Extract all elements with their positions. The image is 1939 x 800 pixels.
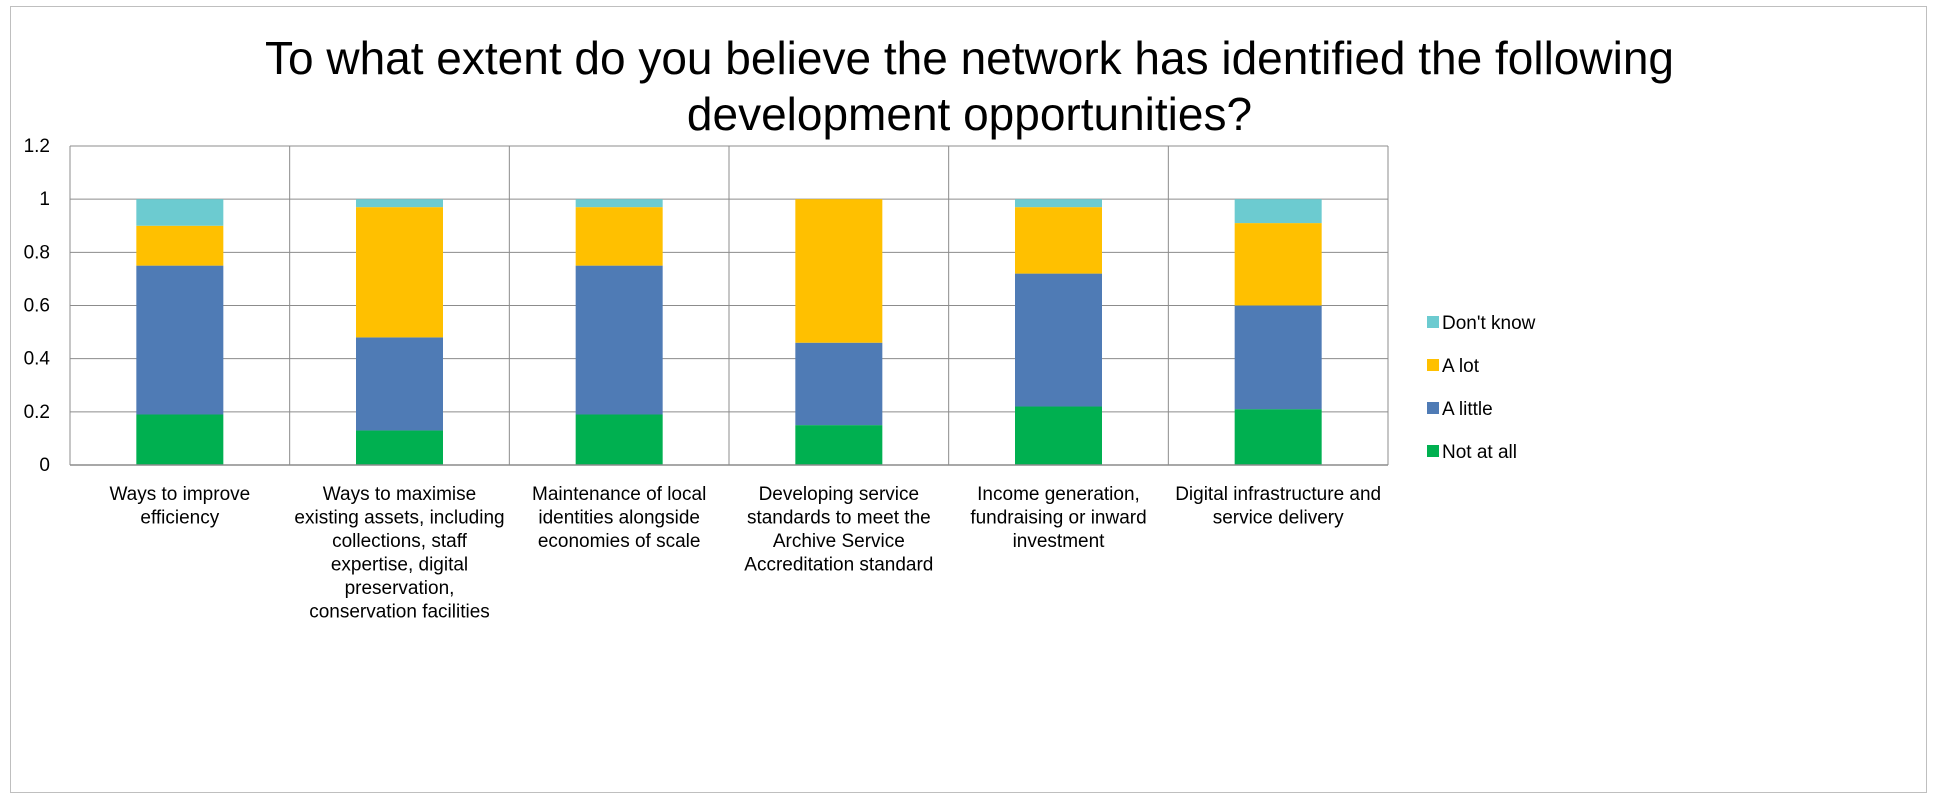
x-category-label: Developing service (759, 484, 920, 505)
x-category-label: fundraising or inward (970, 508, 1146, 529)
x-category-label: conservation facilities (309, 602, 490, 623)
y-tick-label: 1 (39, 189, 50, 210)
x-category-label: Archive Service (773, 531, 905, 552)
x-category-label: standards to meet the (747, 508, 931, 529)
x-category-label: economies of scale (538, 531, 701, 552)
legend-swatch (1427, 445, 1439, 457)
x-category-label: identities alongside (538, 508, 700, 529)
x-category-label: Ways to improve (109, 484, 250, 505)
bar-segment-a-little (356, 337, 443, 431)
chart-frame (10, 6, 1927, 793)
x-category-label: preservation, (345, 578, 455, 599)
bar-segment-don-t-know (1015, 199, 1102, 208)
bar-segment-not-at-all (356, 430, 443, 465)
legend-label: A little (1442, 399, 1493, 420)
legend-label: A lot (1442, 356, 1480, 377)
y-tick-label: 1.2 (24, 136, 50, 157)
legend-swatch (1427, 316, 1439, 328)
legend-label: Don't know (1442, 313, 1536, 334)
bar-segment-don-t-know (356, 199, 443, 208)
x-category-label: collections, staff (332, 531, 468, 552)
bar-segment-a-lot (1015, 207, 1102, 274)
bar-segment-not-at-all (136, 414, 224, 465)
x-category-label: Accreditation standard (744, 555, 933, 576)
legend-swatch (1427, 402, 1439, 414)
bar-segment-a-little (1015, 273, 1102, 407)
bar-segment-don-t-know (136, 199, 224, 226)
bar-segment-a-lot (795, 199, 883, 343)
y-tick-label: 0 (39, 455, 50, 476)
legend-label: Not at all (1442, 442, 1517, 463)
bar-segment-a-lot (136, 225, 224, 266)
bar-segment-not-at-all (1234, 409, 1322, 465)
x-category-label: expertise, digital (331, 555, 468, 576)
x-category-label: Ways to maximise (323, 484, 476, 505)
bar-segment-not-at-all (575, 414, 663, 465)
bar-segment-a-little (1234, 305, 1322, 410)
chart-title: To what extent do you believe the networ… (265, 32, 1674, 140)
bar-segment-not-at-all (795, 425, 883, 465)
y-tick-label: 0.4 (24, 349, 51, 370)
legend-swatch (1427, 359, 1439, 371)
bar-segment-a-lot (1234, 223, 1322, 306)
x-category-label: investment (1013, 531, 1106, 552)
bar-segment-a-little (575, 265, 663, 415)
y-tick-label: 0.6 (24, 296, 50, 317)
bar-segment-don-t-know (575, 199, 663, 208)
bar-segment-not-at-all (1015, 406, 1102, 465)
bar-segment-a-little (136, 265, 224, 415)
x-category-label: Digital infrastructure and (1175, 484, 1381, 505)
x-category-label: efficiency (140, 508, 219, 529)
bar-segment-don-t-know (1234, 199, 1322, 224)
x-category-label: Maintenance of local (532, 484, 706, 505)
x-category-label: existing assets, including (294, 508, 504, 529)
x-category-label: service delivery (1213, 508, 1344, 529)
x-category-label: Income generation, (977, 484, 1140, 505)
bar-segment-a-lot (356, 207, 443, 338)
bar-segment-a-lot (575, 207, 663, 266)
bar-segment-a-little (795, 342, 883, 426)
y-tick-label: 0.8 (24, 242, 50, 263)
y-tick-label: 0.2 (24, 402, 50, 423)
